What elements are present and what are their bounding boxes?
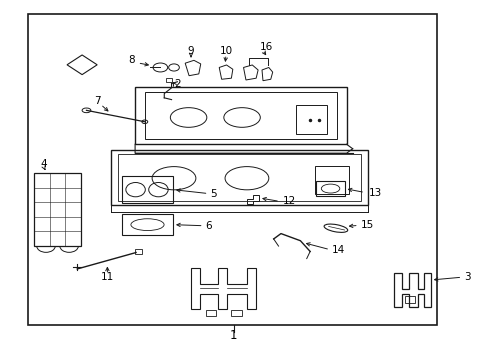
Text: 11: 11 bbox=[101, 272, 114, 282]
Bar bbox=[135, 87, 346, 144]
Bar bbox=[314, 166, 348, 194]
Text: 5: 5 bbox=[210, 189, 217, 199]
Text: 16: 16 bbox=[259, 42, 272, 52]
Text: 7: 7 bbox=[94, 96, 100, 107]
Text: 14: 14 bbox=[331, 245, 345, 255]
Bar bbox=[122, 176, 173, 203]
Bar bbox=[205, 310, 216, 316]
Text: 4: 4 bbox=[41, 159, 47, 169]
Bar bbox=[230, 310, 241, 316]
Bar bbox=[118, 154, 361, 201]
Bar bbox=[165, 78, 171, 82]
Bar bbox=[111, 150, 368, 205]
Text: 9: 9 bbox=[187, 46, 194, 56]
Text: 15: 15 bbox=[361, 220, 374, 230]
Bar bbox=[28, 14, 436, 325]
Text: 3: 3 bbox=[463, 272, 470, 282]
Bar bbox=[122, 214, 173, 235]
Text: 1: 1 bbox=[229, 329, 237, 342]
Bar bbox=[295, 105, 326, 134]
Text: 13: 13 bbox=[368, 188, 381, 198]
Text: 6: 6 bbox=[205, 221, 212, 231]
Text: 2: 2 bbox=[174, 78, 181, 89]
Text: 8: 8 bbox=[128, 55, 135, 65]
Bar bbox=[34, 173, 81, 246]
Text: 10: 10 bbox=[219, 46, 232, 57]
Bar bbox=[316, 181, 344, 196]
Bar bbox=[134, 249, 142, 254]
Text: 12: 12 bbox=[282, 197, 295, 206]
Bar bbox=[144, 93, 336, 139]
Bar bbox=[404, 296, 414, 302]
